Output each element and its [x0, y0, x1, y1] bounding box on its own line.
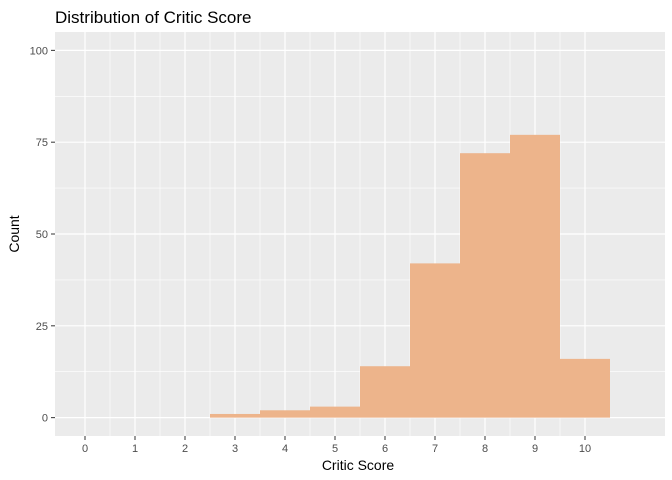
- histogram-bar: [360, 366, 410, 418]
- histogram-bars: [210, 134, 610, 418]
- x-tick-label: 8: [482, 443, 488, 455]
- x-tick-label: 10: [579, 443, 591, 455]
- y-tick-label: 100: [30, 45, 48, 57]
- y-tick-label: 50: [36, 229, 48, 241]
- y-tick-label: 0: [42, 413, 48, 425]
- x-axis-ticks: 0 1 2 3 4 5 6 7 8 9 10: [82, 436, 591, 455]
- histogram-bar: [210, 413, 260, 418]
- x-tick-label: 4: [282, 443, 288, 455]
- histogram-bar: [510, 134, 560, 418]
- x-tick-label: 2: [182, 443, 188, 455]
- x-tick-label: 6: [382, 443, 388, 455]
- x-axis-title: Critic Score: [322, 457, 395, 473]
- x-tick-label: 5: [332, 443, 338, 455]
- y-tick-label: 25: [36, 321, 48, 333]
- histogram-bar: [310, 406, 360, 418]
- y-axis-ticks: 0 25 50 75 100: [30, 45, 55, 425]
- x-tick-label: 3: [232, 443, 238, 455]
- y-axis-title: Count: [6, 215, 22, 252]
- histogram-bar: [410, 263, 460, 418]
- histogram-bar: [560, 358, 610, 418]
- x-tick-label: 7: [432, 443, 438, 455]
- x-tick-label: 0: [82, 443, 88, 455]
- histogram-bar: [460, 153, 510, 418]
- histogram-bar: [260, 410, 310, 418]
- x-tick-label: 1: [132, 443, 138, 455]
- x-tick-label: 9: [532, 443, 538, 455]
- chart-title: Distribution of Critic Score: [55, 8, 252, 27]
- y-tick-label: 75: [36, 137, 48, 149]
